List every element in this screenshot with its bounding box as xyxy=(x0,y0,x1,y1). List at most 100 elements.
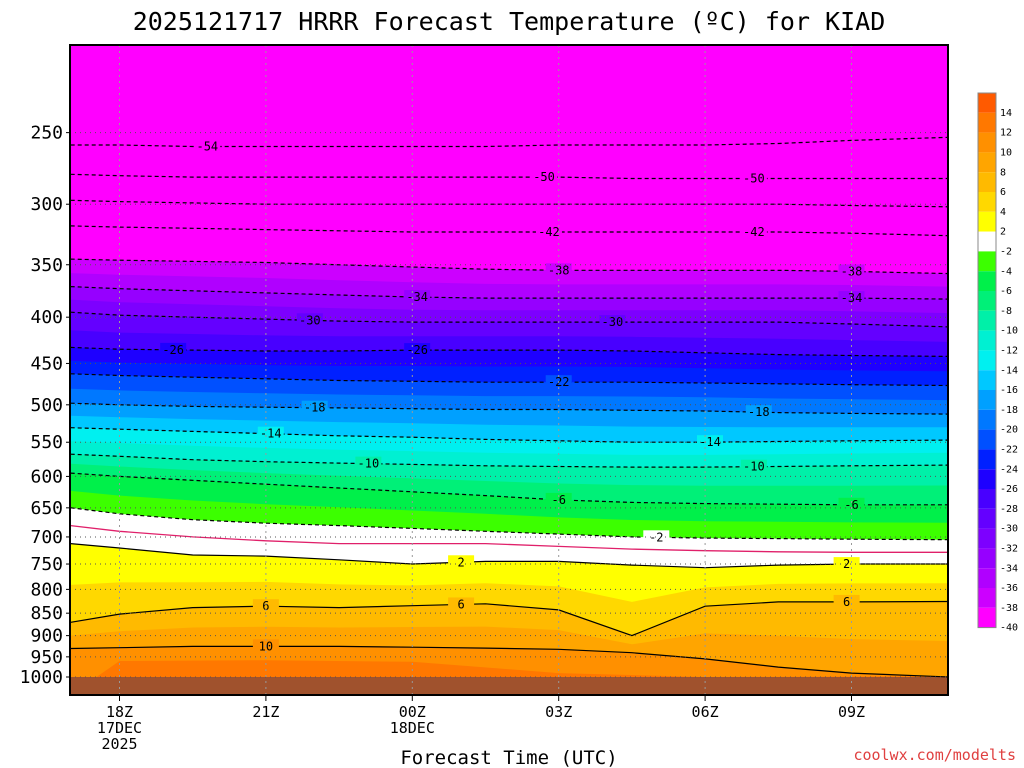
colorbar-tick-label: -10 xyxy=(1000,326,1018,337)
contour-label-bg xyxy=(355,456,382,470)
contour-label: 6 xyxy=(262,599,269,613)
contour-label: -50 xyxy=(533,170,555,184)
colorbar-tick-label: 10 xyxy=(1000,148,1012,159)
colorbar-tick-label: -4 xyxy=(1000,266,1012,277)
colorbar-swatch xyxy=(978,548,996,569)
contour-label-bg xyxy=(745,405,772,419)
y-tick-label: 1000 xyxy=(20,667,63,688)
contour-label: -26 xyxy=(162,343,184,357)
contour-label-bg xyxy=(833,594,860,608)
contour-line xyxy=(70,225,948,237)
x-tick-label: 18Z xyxy=(106,703,133,721)
y-tick-label: 550 xyxy=(30,432,63,453)
colorbar-swatch xyxy=(978,429,996,450)
contour-label: -10 xyxy=(358,457,380,471)
contour-label-bg xyxy=(740,459,767,473)
contour-line xyxy=(70,645,948,678)
x-tick-label: 09Z xyxy=(838,703,865,721)
contour-line xyxy=(70,311,948,328)
y-axis: 2503003504004505005506006507007508008509… xyxy=(20,123,70,688)
contour-label-bg xyxy=(838,264,865,278)
contour-label-bg xyxy=(833,557,860,571)
contour-label: -2 xyxy=(649,530,663,544)
contour-label: -54 xyxy=(196,140,218,154)
y-tick-label: 400 xyxy=(30,307,63,328)
colorbar-tick-label: -38 xyxy=(1000,603,1018,614)
contour-line xyxy=(70,472,948,506)
contour-label: 2 xyxy=(843,557,850,571)
colorbar-tick-label: -2 xyxy=(1000,247,1012,258)
colorbar-swatch xyxy=(978,409,996,430)
contour-label: -6 xyxy=(551,493,565,507)
colorbar-swatch xyxy=(978,152,996,173)
y-tick-label: 650 xyxy=(30,498,63,519)
contour-label: -6 xyxy=(844,498,858,512)
contour-line xyxy=(70,346,948,357)
colorbar-tick-label: -20 xyxy=(1000,425,1018,436)
contour-line xyxy=(70,507,948,541)
contour-label-bg xyxy=(404,343,431,357)
x-tick-label: 18DEC xyxy=(390,719,435,737)
contour-label: -50 xyxy=(743,172,765,186)
contour-label-bg xyxy=(448,555,475,569)
plot-area: -54-50 -50-42 -42-38 -38-34 -34-30 -30-26 -26-… xyxy=(70,45,948,695)
contour-label-bg xyxy=(599,315,626,329)
contour-label-bg xyxy=(194,139,221,153)
contour-label: 2 xyxy=(457,555,464,569)
contour-label-bg xyxy=(404,290,431,304)
colorbar-swatch xyxy=(978,330,996,351)
contour-line xyxy=(70,286,948,300)
colorbar-tick-label: -12 xyxy=(1000,346,1018,357)
colorbar-tick-label: -22 xyxy=(1000,445,1018,456)
y-tick-label: 450 xyxy=(30,353,63,374)
x-tick-label: 03Z xyxy=(545,703,572,721)
colorbar-tick-label: -34 xyxy=(1000,563,1018,574)
colorbar-tick-label: 2 xyxy=(1000,227,1006,238)
colorbar-swatch xyxy=(978,350,996,371)
colorbar-tick-label: -14 xyxy=(1000,365,1018,376)
colorbar-swatch xyxy=(978,172,996,192)
x-tick-label: 06Z xyxy=(692,703,719,721)
x-tick-label: 00Z xyxy=(399,703,426,721)
colorbar-tick-label: -24 xyxy=(1000,464,1018,475)
contour-label-bg xyxy=(740,171,767,185)
contour-line xyxy=(70,173,948,180)
colorbar-swatch xyxy=(978,132,996,153)
contour-label-bg xyxy=(545,263,572,277)
y-tick-label: 500 xyxy=(30,395,63,416)
credit-text[interactable]: coolwx.com/modelts xyxy=(853,746,1016,764)
chart-title: 2025121717 HRRR Forecast Temperature (ºC… xyxy=(133,7,886,36)
contour-label: 6 xyxy=(457,597,464,611)
colorbar-tick-label: 4 xyxy=(1000,207,1006,218)
y-tick-label: 950 xyxy=(30,647,63,668)
grid-lines xyxy=(70,45,948,695)
contour-label-bg xyxy=(252,599,279,613)
contour-label: -14 xyxy=(260,427,282,441)
contour-label-bg xyxy=(296,313,323,327)
contour-label-bg xyxy=(545,492,572,506)
y-tick-label: 900 xyxy=(30,626,63,647)
x-tick-label: 21Z xyxy=(252,703,279,721)
contour-label: -14 xyxy=(699,435,721,449)
colorbar-swatch xyxy=(978,607,996,628)
ground-area xyxy=(70,677,948,695)
colorbar-swatch xyxy=(978,449,996,470)
colorbar-tick-label: -18 xyxy=(1000,405,1018,416)
contour-label-bg xyxy=(696,435,723,449)
contour-line xyxy=(70,427,948,443)
colorbar-tick-label: -26 xyxy=(1000,484,1018,495)
colorbar-swatch xyxy=(978,231,996,252)
y-tick-label: 350 xyxy=(30,255,63,276)
colorbar-tick-label: 8 xyxy=(1000,167,1006,178)
contour-label: -26 xyxy=(406,343,428,357)
colorbar-swatch xyxy=(978,508,996,529)
x-tick-label: 2025 xyxy=(101,735,137,753)
contour-label: -42 xyxy=(743,225,765,239)
colorbar-tick-label: -32 xyxy=(1000,544,1018,555)
colorbar-tick-label: -6 xyxy=(1000,286,1012,297)
contour-label-bg xyxy=(531,170,558,184)
colorbar-swatch xyxy=(978,390,996,410)
colorbar-swatch xyxy=(978,489,996,509)
colorbar-swatch xyxy=(978,271,996,291)
